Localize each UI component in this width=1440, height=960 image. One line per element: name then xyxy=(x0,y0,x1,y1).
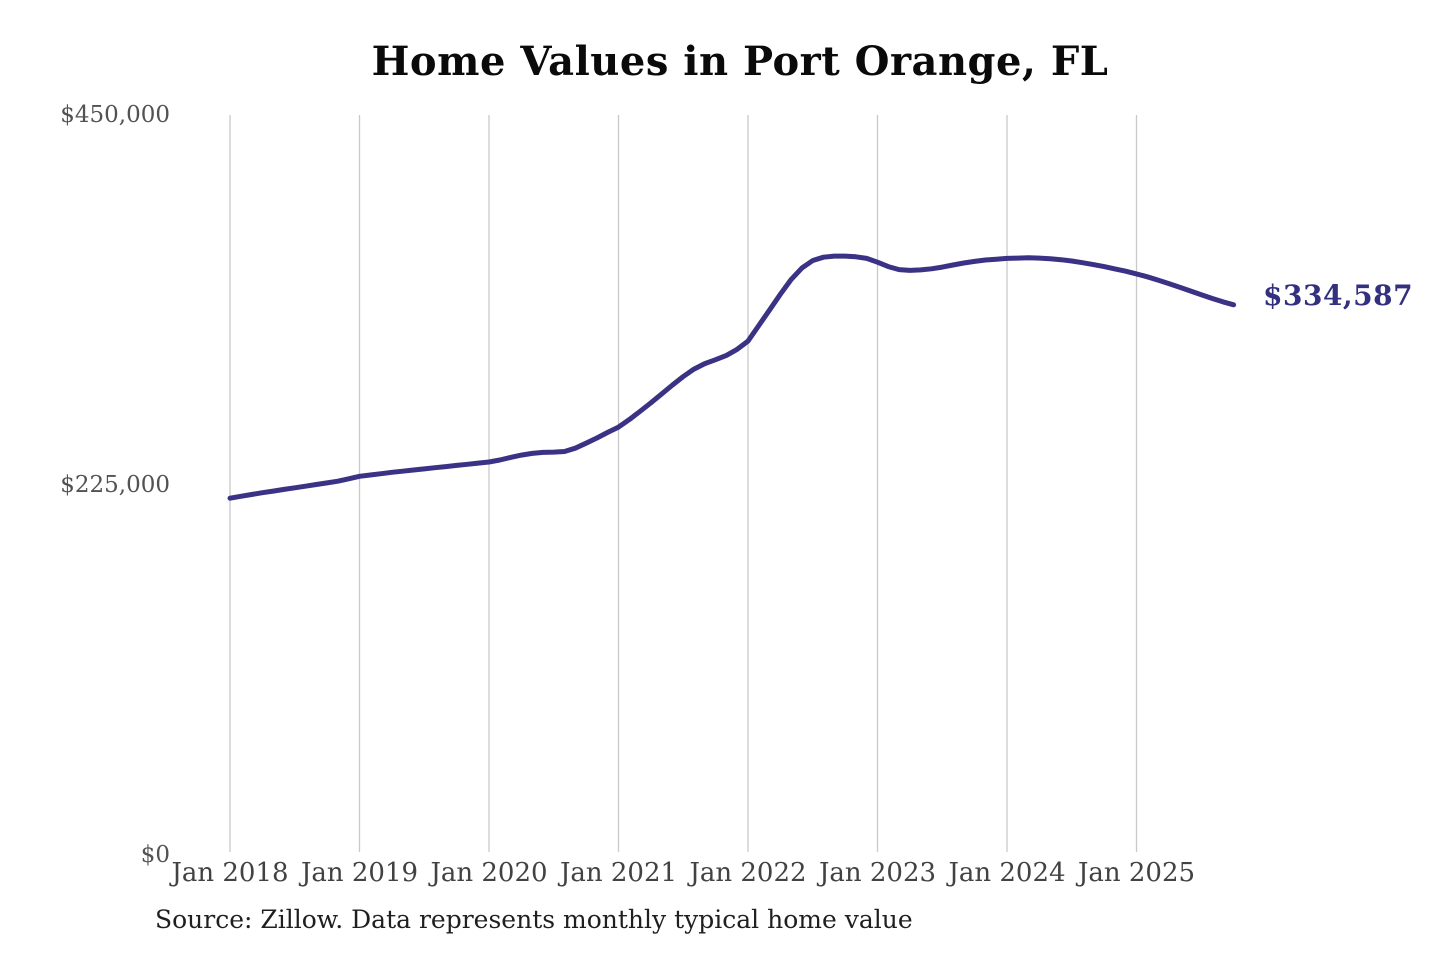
x-axis-tick-label-2018: Jan 2018 xyxy=(171,858,289,888)
y-axis-tick-label-0: $0 xyxy=(140,842,170,868)
x-axis-tick-label-2025: Jan 2025 xyxy=(1077,858,1196,888)
y-axis-tick-label-450000: $450,000 xyxy=(60,102,170,128)
latest-value-label: $334,587 xyxy=(1263,279,1414,312)
x-axis-tick-label-2022: Jan 2022 xyxy=(689,858,807,888)
chart-title: Home Values in Port Orange, FL xyxy=(371,38,1109,85)
x-axis-tick-label-2024: Jan 2024 xyxy=(948,858,1066,888)
source-note: Source: Zillow. Data represents monthly … xyxy=(155,905,913,934)
x-axis-tick-label-2020: Jan 2020 xyxy=(430,858,548,888)
x-axis-tick-label-2021: Jan 2021 xyxy=(559,858,678,888)
y-axis-tick-label-225000: $225,000 xyxy=(60,472,170,498)
home-value-line xyxy=(227,253,1237,501)
x-axis-tick-label-2023: Jan 2023 xyxy=(818,858,937,888)
x-axis-tick-label-2019: Jan 2019 xyxy=(300,858,419,888)
